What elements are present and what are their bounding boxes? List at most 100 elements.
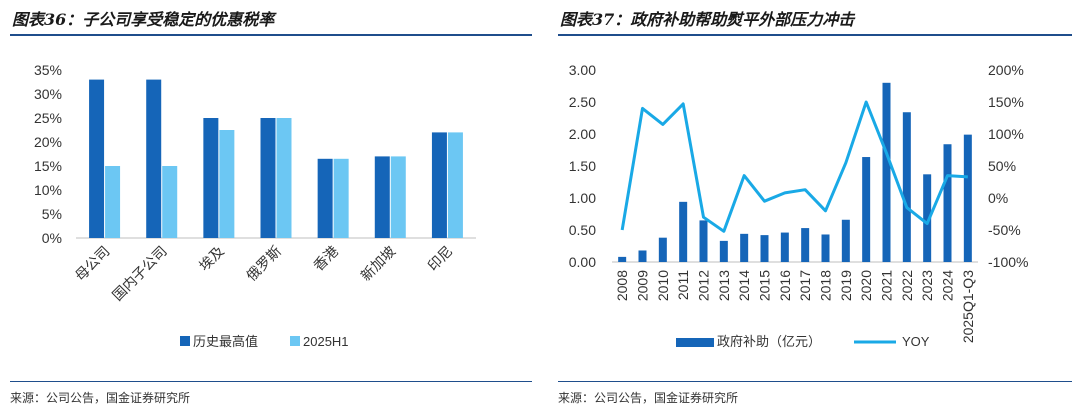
bar-新加坡-历史最高值 [374, 156, 390, 238]
y-tick-label: 20% [34, 134, 62, 150]
y-tick-label-left: 0.50 [569, 222, 596, 238]
legend-label: 历史最高值 [193, 334, 258, 349]
source-note: 来源：公司公告，国金证券研究所 [558, 391, 739, 405]
bar-2020 [862, 157, 871, 262]
bottom-rule [10, 381, 532, 382]
y-tick-label-left: 1.50 [569, 158, 596, 174]
x-tick-label: 2016 [777, 270, 793, 301]
bar-2018 [821, 234, 830, 262]
bar-2015 [760, 235, 769, 262]
figure-title: 图表37：政府补助帮助熨平外部压力冲击 [560, 10, 855, 29]
x-tick-label: 新加坡 [357, 243, 398, 284]
bar-2008 [618, 256, 627, 262]
bar-埃及-2025H1 [219, 130, 235, 238]
x-tick-label: 2023 [919, 270, 935, 301]
y-tick-label: 35% [34, 62, 62, 78]
bar-印尼-历史最高值 [431, 132, 447, 238]
x-tick-label: 香港 [310, 243, 341, 274]
bar-俄罗斯-历史最高值 [260, 118, 276, 238]
x-tick-label: 2018 [818, 270, 834, 301]
bar-2014 [740, 233, 749, 262]
x-tick-label: 2013 [716, 270, 732, 301]
legend-label: 2025H1 [303, 334, 349, 349]
bar-国内子公司-2025H1 [162, 166, 178, 238]
y-tick-label-right: 200% [988, 62, 1024, 78]
y-tick-label: 10% [34, 182, 62, 198]
bar-2021 [882, 82, 891, 262]
bar-2010 [658, 237, 667, 262]
title-rule [10, 34, 532, 36]
bar-2025Q1-Q3 [963, 134, 972, 262]
panel-left: 图表36：子公司享受稳定的优惠税率 0% 5% 10% 15% 20% 25% 30% 35%… [10, 10, 532, 405]
bar-2011 [679, 201, 688, 262]
bar-香港-2025H1 [333, 158, 349, 238]
legend-swatch-2025H1 [290, 336, 300, 346]
x-tick-label: 2017 [797, 270, 813, 301]
y-tick-label-right: 100% [988, 126, 1024, 142]
bar-俄罗斯-2025H1 [276, 118, 292, 238]
bar-2024 [943, 144, 952, 262]
legend-swatch-历史最高值 [180, 336, 190, 346]
bar-2016 [780, 232, 789, 262]
x-tick-label: 2019 [838, 270, 854, 301]
y-tick-label-left: 3.00 [569, 62, 596, 78]
x-tick-label: 俄罗斯 [243, 243, 284, 284]
x-tick-label: 2024 [940, 270, 956, 301]
bar-2012 [699, 220, 708, 262]
x-tick-label: 埃及 [196, 243, 227, 274]
y-tick-label-left: 0.00 [569, 254, 596, 270]
y-tick-label-right: 150% [988, 94, 1024, 110]
x-tick-label: 2008 [614, 270, 630, 301]
x-tick-label: 国内子公司 [109, 243, 170, 304]
title-rule [558, 34, 1072, 36]
x-tick-label: 2011 [675, 270, 691, 300]
x-tick-label: 母公司 [72, 243, 113, 284]
legend-swatch-bar [676, 338, 714, 347]
y-tick-label: 15% [34, 158, 62, 174]
bar-国内子公司-历史最高值 [146, 79, 162, 238]
y-tick-label-left: 2.50 [569, 94, 596, 110]
bar-2009 [638, 250, 647, 262]
bar-母公司-历史最高值 [89, 79, 105, 238]
yoy-line [620, 100, 968, 233]
x-tick-label: 2015 [757, 270, 773, 301]
x-tick-label: 2012 [696, 270, 712, 301]
bar-新加坡-2025H1 [390, 156, 406, 238]
bar-埃及-历史最高值 [203, 118, 219, 238]
x-tick-label: 2021 [879, 270, 895, 301]
bar-2017 [801, 228, 810, 262]
bar-香港-历史最高值 [317, 158, 333, 238]
bottom-rule [558, 381, 1072, 382]
bar-印尼-2025H1 [447, 132, 463, 238]
x-tick-label: 印尼 [424, 243, 455, 274]
y-tick-label-right: 50% [988, 158, 1016, 174]
bar-2013 [719, 240, 728, 262]
source-note: 来源：公司公告，国金证券研究所 [10, 391, 191, 405]
legend-label: 政府补助（亿元） [717, 334, 821, 349]
x-tick-label: 2010 [655, 270, 671, 301]
y-tick-label: 5% [42, 206, 62, 222]
bar-2022 [902, 112, 911, 263]
y-tick-label-left: 1.00 [569, 190, 596, 206]
bar-2023 [923, 174, 932, 262]
y-tick-label-left: 2.00 [569, 126, 596, 142]
y-tick-label-right: -50% [988, 222, 1021, 238]
x-tick-label: 2022 [899, 270, 915, 301]
panel-right: 图表37：政府补助帮助熨平外部压力冲击 0.00 0.50 1.00 1.50 2.00… [548, 0, 1080, 415]
x-tick-label: 2014 [736, 270, 752, 301]
subsidy-chart: 0.00 0.50 1.00 1.50 2.00 2.50 3.00 -100% -50% 0% 5… [569, 62, 1029, 349]
x-tick-label: 2009 [635, 270, 651, 301]
y-tick-label: 0% [42, 230, 62, 246]
x-tick-label: 2025Q1-Q3 [960, 270, 976, 343]
y-tick-label: 30% [34, 86, 62, 102]
legend-label: YOY [902, 334, 930, 349]
bar-2019 [841, 219, 850, 262]
figure-title: 图表36：子公司享受稳定的优惠税率 [12, 10, 275, 29]
bar-母公司-2025H1 [105, 166, 121, 238]
y-tick-label-right: 0% [988, 190, 1008, 206]
x-tick-label: 2020 [858, 270, 874, 301]
y-tick-label: 25% [34, 110, 62, 126]
panel-divider [540, 0, 548, 415]
y-tick-label-right: -100% [988, 254, 1028, 270]
